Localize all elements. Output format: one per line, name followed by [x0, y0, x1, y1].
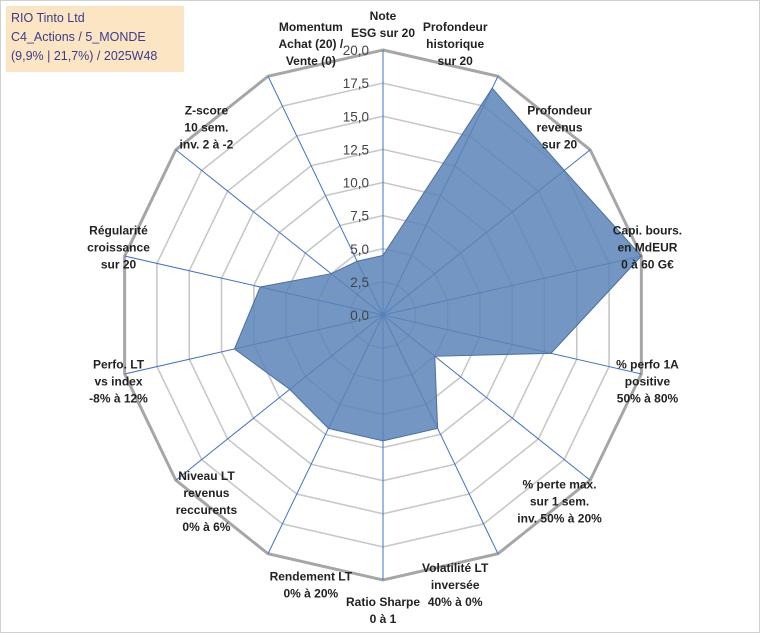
tick-label: 10,0 [343, 176, 369, 191]
axis-label-line: revenus [537, 120, 583, 134]
tick-label: 7,5 [350, 209, 369, 224]
axis-label-line: sur 20 [437, 54, 473, 68]
axis-label-line: sur 1 sem. [530, 495, 589, 509]
axis-label-line: Momentum [279, 20, 343, 34]
radar-axis-labels: Note ESG sur 20 Profondeur historique sur 20… [87, 9, 682, 626]
axis-label-line: Ratio Sharpe [346, 595, 420, 609]
axis-label-line: historique [426, 37, 484, 51]
axis-label-line: 0% à 20% [283, 586, 338, 600]
title-line-1: RIO Tinto Ltd [11, 11, 85, 25]
axis-label-line: Note [370, 9, 397, 23]
axis-label-line: Profondeur [527, 103, 592, 117]
axis-label-3: Capi. bours. en MdEUR 0 à 60 G€ [613, 224, 682, 272]
tick-label: 2,5 [350, 275, 369, 290]
axis-label-line: sur 20 [542, 137, 578, 151]
axis-label-1: Profondeur historique sur 20 [423, 20, 488, 68]
axis-label-7: Ratio Sharpe 0 à 1 [346, 595, 420, 626]
axis-label-line: inv. 2 à -2 [180, 137, 234, 151]
axis-label-line: % perte max. [523, 478, 597, 492]
axis-label-line: 0 à 60 G€ [621, 258, 674, 272]
radar-tick-labels: 0,0 2,5 5,0 7,5 10,0 12,5 15,0 17,5 20,0 [343, 43, 369, 323]
axis-label-line: Profondeur [423, 20, 488, 34]
axis-label-line: sur 20 [101, 258, 137, 272]
axis-label-line: reccurents [176, 503, 238, 517]
axis-label-13: Momentum Achat (20) / Vente (0) [278, 20, 343, 68]
axis-label-line: Rendement LT [270, 569, 353, 583]
axis-label-line: 0 à 1 [370, 612, 397, 626]
axis-label-8: Rendement LT 0% à 20% [270, 569, 353, 600]
axis-label-line: Régularité [89, 224, 148, 238]
tick-label: 20,0 [343, 43, 369, 58]
axis-label-5: % perte max. sur 1 sem. inv. 50% à 20% [517, 478, 602, 526]
tick-label: 15,0 [343, 109, 369, 124]
axis-label-line: Z-score [185, 103, 229, 117]
axis-label-4: % perfo 1A positive 50% à 80% [616, 357, 679, 405]
axis-label-11: Régularité croissance sur 20 [87, 224, 150, 272]
axis-label-line: revenus [183, 486, 229, 500]
axis-label-line: croissance [87, 241, 150, 255]
axis-label-9: Niveau LT revenus reccurents 0% à 6% [176, 469, 238, 534]
axis-label-0: Note ESG sur 20 [351, 9, 415, 40]
radar-series-area [233, 87, 643, 442]
axis-label-line: positive [625, 374, 671, 388]
axis-label-line: Capi. bours. [613, 224, 682, 238]
tick-label: 17,5 [343, 76, 369, 91]
axis-label-line: ESG sur 20 [351, 26, 415, 40]
axis-label-line: Volatilité LT [422, 561, 489, 575]
title-line-3: (9,9% | 21,7%) / 2025W48 [11, 49, 158, 63]
axis-label-line: -8% à 12% [89, 391, 148, 405]
axis-label-12: Z-score 10 sem. inv. 2 à -2 [180, 103, 234, 151]
axis-label-line: inv. 50% à 20% [517, 512, 602, 526]
axis-label-line: 50% à 80% [617, 391, 679, 405]
axis-label-line: Perfo. LT [93, 357, 145, 371]
axis-label-line: inversée [431, 578, 480, 592]
chart-title-box: RIO Tinto Ltd C4_Actions / 5_MONDE (9,9%… [6, 6, 184, 72]
axis-label-line: 0% à 6% [182, 520, 230, 534]
tick-label: 0,0 [350, 308, 369, 323]
axis-label-line: en MdEUR [617, 241, 677, 255]
axis-label-line: Niveau LT [178, 469, 235, 483]
axis-label-line: Vente (0) [286, 54, 336, 68]
tick-label: 12,5 [343, 142, 369, 157]
tick-label: 5,0 [350, 242, 369, 257]
axis-label-10: Perfo. LT vs index -8% à 12% [89, 357, 148, 405]
axis-label-line: Achat (20) / [278, 37, 343, 51]
axis-label-line: 10 sem. [184, 120, 228, 134]
axis-label-line: % perfo 1A [616, 357, 679, 371]
axis-label-line: 40% à 0% [428, 595, 483, 609]
axis-label-line: vs index [95, 374, 143, 388]
axis-label-6: Volatilité LT inversée 40% à 0% [422, 561, 489, 609]
title-line-2: C4_Actions / 5_MONDE [11, 30, 146, 44]
axis-label-2: Profondeur revenus sur 20 [527, 103, 592, 151]
